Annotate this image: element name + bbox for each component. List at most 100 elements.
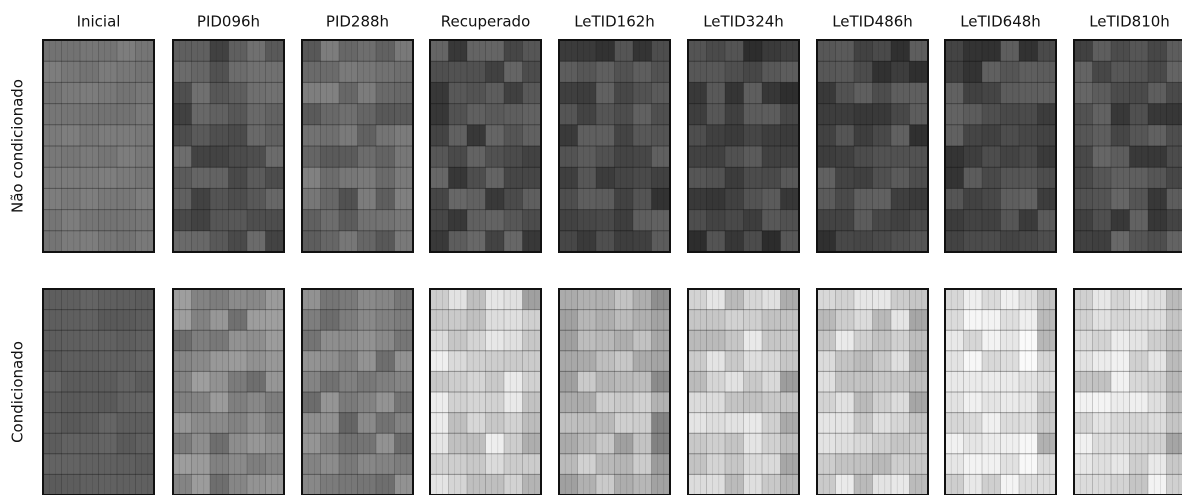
cell (302, 82, 321, 104)
cell (615, 188, 634, 210)
cell (136, 61, 155, 82)
cell (762, 104, 781, 126)
cell (210, 231, 229, 253)
cell (596, 40, 615, 62)
cell (982, 167, 1001, 189)
cell (173, 167, 192, 189)
cell (376, 82, 395, 104)
cell (744, 104, 763, 126)
cell (1019, 210, 1038, 232)
cell (891, 61, 910, 82)
cell (523, 454, 542, 475)
cell (910, 474, 929, 495)
cell (136, 330, 155, 351)
cell (173, 188, 192, 210)
cell (836, 371, 855, 392)
cell (247, 392, 266, 413)
cell (633, 231, 652, 253)
cell (982, 433, 1001, 454)
cell (136, 82, 155, 104)
cell (210, 188, 229, 210)
cell (744, 125, 763, 147)
cell (854, 371, 873, 392)
cell (578, 310, 597, 331)
cell (358, 104, 377, 126)
cell (339, 310, 358, 331)
cell (210, 104, 229, 126)
cell (173, 330, 192, 351)
cell (1111, 413, 1130, 434)
cell (486, 146, 505, 168)
cell (266, 413, 285, 434)
cell (1074, 351, 1093, 372)
cell (395, 146, 414, 168)
cell (596, 454, 615, 475)
cell (80, 433, 99, 454)
cell (1001, 310, 1020, 331)
cell (504, 210, 523, 232)
cell (504, 454, 523, 475)
cell (80, 61, 99, 82)
cell (615, 413, 634, 434)
cell (633, 351, 652, 372)
cell (910, 392, 929, 413)
cell (633, 392, 652, 413)
cell (725, 104, 744, 126)
cell (707, 82, 726, 104)
cell (873, 61, 892, 82)
cell (688, 351, 707, 372)
cell (192, 104, 211, 126)
cell (1093, 188, 1112, 210)
cell (873, 82, 892, 104)
cell (910, 82, 929, 104)
cell (982, 125, 1001, 147)
cell (891, 433, 910, 454)
cell (99, 289, 118, 310)
cell (762, 231, 781, 253)
cell (80, 104, 99, 126)
cell (302, 188, 321, 210)
cell (982, 392, 1001, 413)
cell (99, 188, 118, 210)
cell (1019, 289, 1038, 310)
cell (247, 454, 266, 475)
cell (615, 82, 634, 104)
cell (707, 413, 726, 434)
cell (136, 310, 155, 331)
cell (725, 310, 744, 331)
cell (1038, 125, 1057, 147)
cell (836, 392, 855, 413)
cell (136, 371, 155, 392)
cell (395, 371, 414, 392)
cell (982, 371, 1001, 392)
cell (62, 433, 81, 454)
cell (358, 61, 377, 82)
cell (707, 210, 726, 232)
cell (358, 413, 377, 434)
cell (1148, 61, 1167, 82)
cell (302, 351, 321, 372)
cell (247, 40, 266, 62)
cell (781, 289, 800, 310)
cell (210, 289, 229, 310)
cell (321, 330, 340, 351)
cell (339, 392, 358, 413)
cell (1130, 61, 1149, 82)
cell (43, 104, 62, 126)
cell (559, 40, 578, 62)
cell (467, 433, 486, 454)
cell (523, 371, 542, 392)
cell (192, 188, 211, 210)
cell (817, 146, 836, 168)
cell (358, 210, 377, 232)
cell (1001, 433, 1020, 454)
cell (945, 210, 964, 232)
cell (1001, 125, 1020, 147)
module-image (688, 289, 799, 495)
cell (615, 474, 634, 495)
cell (321, 40, 340, 62)
cell (467, 125, 486, 147)
cell (99, 433, 118, 454)
cell (744, 433, 763, 454)
cell (358, 289, 377, 310)
